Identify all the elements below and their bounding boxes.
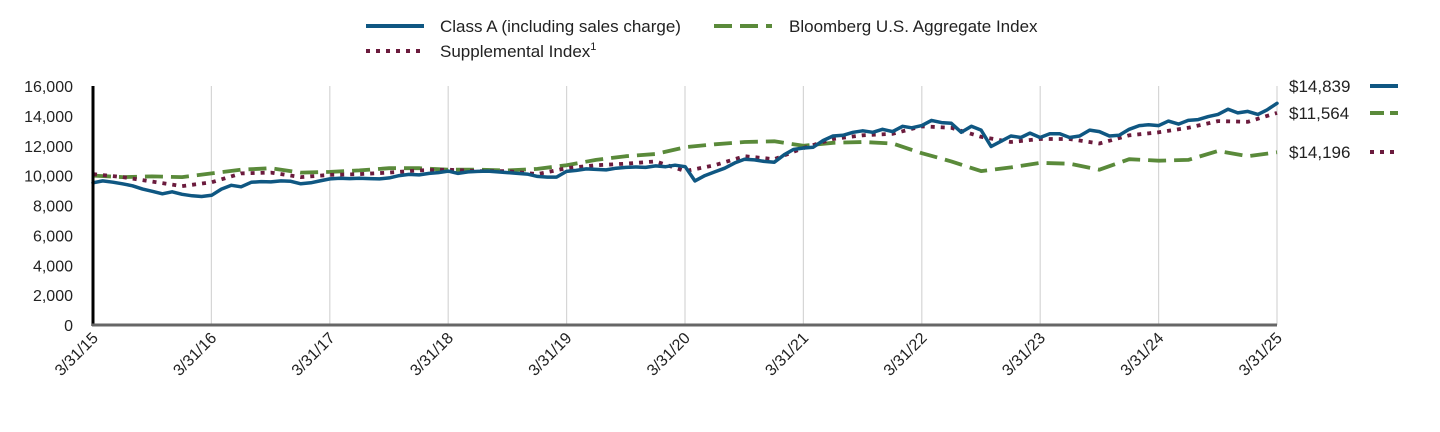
x-tick-label: 3/31/25 [1236,330,1286,380]
legend-label-bloomberg: Bloomberg U.S. Aggregate Index [789,17,1038,36]
y-tick-label: 6,000 [33,228,73,245]
end-labels: $14,839 $11,564 $14,196 [1289,77,1398,162]
legend-label-supplemental-superscript: 1 [590,41,596,53]
x-axis-ticks: 3/31/15 3/31/16 3/31/17 3/31/18 3/31/19 3/31/… [52,330,1286,380]
legend-item-class-a: Class A (including sales charge) [366,17,681,36]
end-label-class-a: $14,839 [1289,77,1350,96]
legend-label-class-a: Class A (including sales charge) [440,17,681,36]
legend: Class A (including sales charge) Bloombe… [366,17,1038,61]
x-tick-label: 3/31/17 [289,330,339,380]
x-tick-label: 3/31/18 [407,330,457,380]
y-tick-label: 8,000 [33,199,73,216]
vertical-grid [210,86,1278,325]
y-tick-label: 10,000 [24,169,73,186]
end-label-bloomberg: $11,564 [1289,104,1349,123]
y-tick-label: 12,000 [24,139,73,156]
y-tick-label: 14,000 [24,109,73,126]
x-tick-label: 3/31/15 [52,330,102,380]
y-tick-label: 2,000 [33,288,73,305]
x-tick-label: 3/31/16 [170,330,220,380]
x-tick-label: 3/31/21 [762,330,812,380]
y-tick-label: 0 [64,318,73,335]
legend-label-supplemental-text: Supplemental Index [440,42,591,61]
series-line-class-a [91,101,1279,199]
series-line-bloomberg [92,139,1278,180]
y-tick-label: 16,000 [24,79,73,96]
end-label-supplemental: $14,196 [1289,143,1350,162]
legend-label-supplemental: Supplemental Index1 [440,41,596,61]
x-tick-label: 3/31/22 [881,330,931,380]
series-lines [91,101,1279,199]
series-line-supplemental [92,111,1278,189]
x-tick-label: 3/31/20 [644,330,694,380]
axes [91,86,1277,327]
y-tick-label: 4,000 [33,258,73,275]
x-tick-label: 3/31/24 [1118,330,1168,380]
legend-item-supplemental: Supplemental Index1 [366,41,596,61]
y-axis-ticks: 0 2,000 4,000 6,000 8,000 10,000 12,000 14,000 1… [24,79,73,335]
x-tick-label: 3/31/19 [526,330,576,380]
x-tick-label: 3/31/23 [999,330,1049,380]
legend-item-bloomberg: Bloomberg U.S. Aggregate Index [714,17,1038,36]
